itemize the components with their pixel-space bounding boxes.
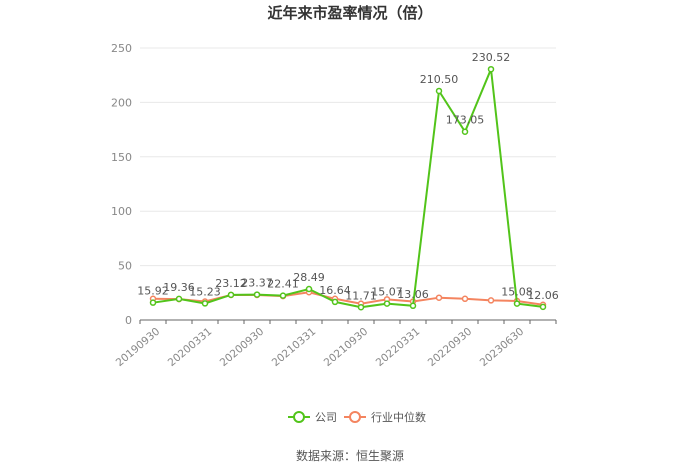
data-label: 15.92 [137, 285, 169, 298]
x-tick-label: 20220930 [426, 326, 475, 370]
x-tick-label: 20200930 [218, 326, 267, 370]
y-tick-label: 0 [125, 314, 132, 327]
x-tick-label: 20200331 [166, 326, 215, 370]
data-point [149, 299, 157, 306]
data-source: 数据来源：恒生聚源 [295, 449, 404, 463]
data-label: 16.64 [319, 284, 351, 297]
data-label: 28.49 [293, 271, 325, 284]
data-point [461, 128, 469, 135]
data-point [513, 300, 521, 307]
data-point [539, 303, 547, 311]
data-point [227, 291, 235, 299]
y-tick-label: 50 [118, 260, 132, 273]
data-label: 11.71 [345, 289, 377, 302]
data-point [461, 295, 469, 303]
data-label-layer: 15.9219.3615.2323.1223.3722.4128.4916.64… [137, 51, 559, 302]
series-layer [149, 65, 547, 311]
data-point [253, 291, 261, 298]
y-tick-label: 150 [111, 151, 132, 164]
y-tick-label: 250 [111, 42, 132, 55]
data-label: 22.41 [267, 278, 299, 291]
data-point [201, 300, 209, 307]
data-label: 173.05 [446, 114, 485, 127]
legend: 公司 行业中位数 [288, 410, 426, 424]
legend-swatch-marker [349, 411, 361, 423]
data-label: 23.12 [215, 277, 247, 290]
legend-swatch-marker [293, 411, 305, 423]
data-point [331, 298, 339, 306]
data-point [487, 297, 495, 304]
legend-label: 公司 [315, 411, 337, 424]
data-point [435, 294, 443, 301]
x-tick-label: 20220331 [374, 326, 423, 370]
x-tick-label: 20190930 [114, 326, 163, 370]
y-tick-label: 200 [111, 96, 132, 109]
data-label: 210.50 [420, 73, 459, 86]
x-tick-label: 20230630 [478, 326, 527, 370]
data-point [409, 302, 417, 310]
legend-label: 行业中位数 [371, 410, 426, 424]
series-line-0 [152, 68, 544, 309]
data-point [305, 285, 313, 293]
y-tick-label: 100 [111, 205, 132, 218]
data-point [435, 87, 443, 95]
data-label: 15.07 [371, 286, 403, 299]
data-point [357, 304, 365, 311]
chart-title: 近年来市盈率情况（倍） [267, 4, 433, 22]
data-label: 12.06 [527, 289, 559, 302]
data-point [279, 292, 287, 299]
data-label: 13.06 [397, 288, 429, 301]
x-tick-label: 20210331 [270, 326, 319, 370]
data-point [487, 65, 495, 73]
data-point [175, 295, 183, 303]
data-label: 19.36 [163, 281, 195, 294]
data-label: 230.52 [472, 51, 511, 64]
grid-layer [140, 47, 556, 267]
data-label: 15.08 [501, 286, 533, 299]
data-point [383, 300, 391, 307]
data-label: 23.37 [241, 277, 273, 290]
data-label: 15.23 [189, 285, 221, 298]
x-tick-label: 20210930 [322, 326, 371, 370]
